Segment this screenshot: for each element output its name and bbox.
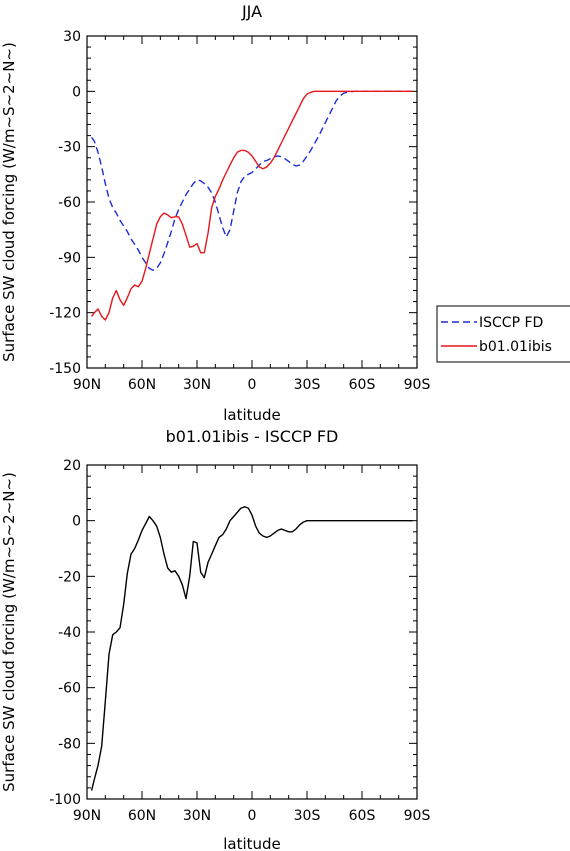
series-line-isccp-fd [91,90,413,271]
x-tick-label: 90S [404,377,431,393]
plot-frame [86,35,418,369]
x-tick-label: 60S [349,808,376,824]
chart-title: b01.01ibis - ISCCP FD [166,427,339,446]
y-tick-label: -100 [49,792,81,808]
y-tick-label: -120 [49,306,81,322]
y-tick-label: -20 [58,569,81,585]
y-tick-label: 0 [72,514,81,530]
x-tick-label: 30N [183,808,211,824]
x-tick-label: 60N [128,808,156,824]
chart-title: JJA [241,2,262,21]
legend-label: ISCCP FD [479,315,543,331]
series-line-0 [90,506,413,791]
x-tick-label: 0 [248,808,257,824]
y-tick-label: -90 [58,250,81,266]
x-tick-label: 90N [73,377,101,393]
x-axis-label: latitude [223,406,281,424]
y-tick-label: -150 [49,361,81,377]
y-tick-label: 0 [72,84,81,100]
y-axis-label: Surface SW cloud forcing (W/m~S~2~N~) [0,42,18,362]
x-tick-label: 30N [183,377,211,393]
y-tick-label: 20 [63,458,81,474]
series-line-b01-01ibis [91,90,413,321]
x-tick-label: 90N [73,808,101,824]
y-tick-label: -80 [58,736,81,752]
x-tick-label: 30S [294,377,321,393]
x-tick-label: 60N [128,377,156,393]
legend: ISCCP FD b01.01ibis [436,305,570,363]
y-tick-label: -60 [58,681,81,697]
x-axis-label: latitude [223,835,281,851]
y-tick-label: -30 [58,140,81,156]
legend-box [436,305,570,363]
y-tick-label: -60 [58,195,81,211]
x-tick-label: 30S [294,808,321,824]
x-tick-label: 60S [349,377,376,393]
legend-label: b01.01ibis [479,339,552,355]
y-axis-label: Surface SW cloud forcing (W/m~S~2~N~) [0,472,18,792]
y-tick-label: 30 [63,29,81,45]
x-tick-label: 0 [248,377,257,393]
y-tick-label: -40 [58,625,81,641]
x-tick-label: 90S [404,808,431,824]
